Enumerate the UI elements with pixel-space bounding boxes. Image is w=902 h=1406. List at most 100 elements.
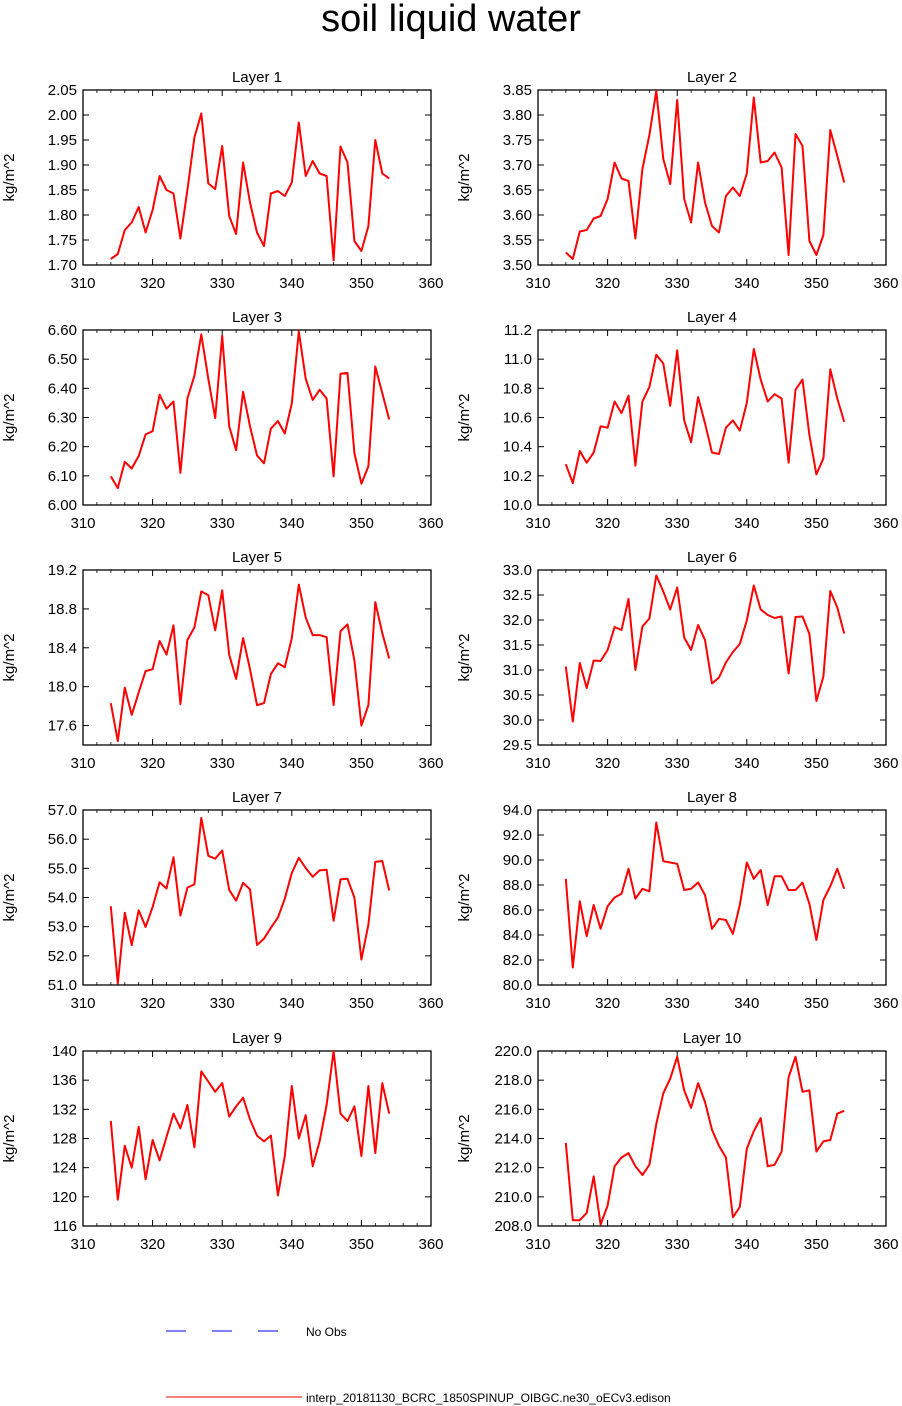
x-tick-label: 310	[525, 1236, 550, 1253]
y-tick-label: 1.75	[48, 232, 77, 249]
x-tick-label: 330	[665, 995, 690, 1012]
y-tick-label: 6.10	[48, 468, 77, 485]
x-tick-label: 350	[804, 755, 829, 772]
y-tick-label: 3.80	[503, 107, 532, 124]
y-axis-label: kg/m^2	[456, 154, 473, 202]
plot-frame	[537, 329, 887, 506]
plot-frame	[82, 89, 432, 266]
y-tick-label: 210.0	[494, 1189, 532, 1206]
x-tick-label: 360	[418, 515, 443, 532]
x-tick-label: 350	[804, 1236, 829, 1253]
x-tick-label: 310	[70, 515, 95, 532]
x-tick-label: 330	[210, 995, 235, 1012]
y-tick-label: 2.05	[48, 82, 77, 99]
panel-layer-10: Layer 10 kg/m^2 310 320 330 340 350 360 208.0 210…	[456, 1030, 899, 1253]
x-tick-label: 360	[873, 755, 898, 772]
y-tick-label: 3.55	[503, 232, 532, 249]
x-tick-label: 340	[734, 995, 759, 1012]
panel-title: Layer 6	[687, 549, 737, 566]
y-tick-label: 80.0	[503, 977, 532, 994]
panel-title: Layer 4	[687, 309, 737, 326]
panel-layer-9: Layer 9 kg/m^2 310 320 330 340 350 360 116 120 124…	[1, 1030, 444, 1253]
x-tick-label: 320	[140, 275, 165, 292]
panel-title: Layer 9	[232, 1030, 282, 1047]
series-line	[109, 330, 391, 490]
panel-layer-3: Layer 3 kg/m^2 310 320 330 340 350 360 6.00 6.10 6…	[1, 309, 444, 532]
y-tick-label: 18.8	[48, 601, 77, 618]
x-tick-label: 330	[665, 275, 690, 292]
x-tick-label: 340	[279, 515, 304, 532]
series-line	[564, 821, 846, 969]
y-tick-label: 86.0	[503, 902, 532, 919]
y-tick-label: 10.0	[503, 497, 532, 514]
x-tick-label: 350	[349, 275, 374, 292]
y-tick-label: 94.0	[503, 802, 532, 819]
y-tick-label: 82.0	[503, 952, 532, 969]
x-tick-label: 350	[349, 755, 374, 772]
legend-obs-label: No Obs	[306, 1325, 347, 1339]
y-tick-label: 3.50	[503, 257, 532, 274]
y-axis-label: kg/m^2	[456, 1115, 473, 1163]
y-tick-label: 30.0	[503, 712, 532, 729]
y-tick-label: 1.80	[48, 207, 77, 224]
panel-title: Layer 3	[232, 309, 282, 326]
x-tick-label: 320	[595, 275, 620, 292]
y-tick-label: 51.0	[48, 977, 77, 994]
x-tick-label: 310	[70, 275, 95, 292]
y-tick-label: 32.5	[503, 587, 532, 604]
y-tick-label: 11.0	[504, 351, 532, 368]
x-tick-label: 360	[418, 755, 443, 772]
y-tick-label: 6.30	[48, 410, 77, 427]
y-tick-label: 84.0	[503, 927, 532, 944]
x-tick-label: 360	[873, 275, 898, 292]
plot-frame	[82, 329, 432, 506]
x-tick-label: 360	[873, 995, 898, 1012]
x-tick-label: 320	[595, 755, 620, 772]
y-tick-label: 6.50	[48, 351, 77, 368]
y-tick-label: 19.2	[48, 562, 77, 579]
x-tick-label: 310	[525, 755, 550, 772]
y-tick-label: 3.70	[503, 157, 532, 174]
y-tick-label: 18.0	[48, 679, 77, 696]
series-line	[109, 583, 391, 743]
x-tick-label: 350	[804, 995, 829, 1012]
y-tick-label: 10.8	[503, 380, 532, 397]
x-tick-label: 340	[734, 1236, 759, 1253]
y-tick-label: 124	[52, 1160, 77, 1177]
y-axis-label: kg/m^2	[456, 874, 473, 922]
series-line	[109, 1050, 391, 1201]
y-axis-label: kg/m^2	[1, 874, 18, 922]
panel-layer-7: Layer 7 kg/m^2 310 320 330 340 350 360 51.0 52.0 5…	[1, 789, 444, 1012]
y-tick-label: 32.0	[503, 612, 532, 629]
x-tick-label: 320	[595, 1236, 620, 1253]
y-tick-label: 1.95	[48, 132, 77, 149]
y-tick-label: 18.4	[48, 640, 77, 657]
page-title: soil liquid water	[321, 0, 581, 40]
y-tick-label: 136	[52, 1072, 77, 1089]
x-tick-label: 320	[140, 755, 165, 772]
x-tick-label: 350	[804, 515, 829, 532]
panel-layer-2: Layer 2 kg/m^2 310 320 330 340 350 360 3.50 3.55 3…	[456, 69, 899, 292]
y-tick-label: 17.6	[48, 718, 77, 735]
panel-layer-8: Layer 8 kg/m^2 310 320 330 340 350 360 80.0 82.0 8…	[456, 789, 899, 1012]
y-tick-label: 128	[52, 1131, 77, 1148]
x-tick-label: 310	[70, 995, 95, 1012]
y-tick-label: 132	[52, 1101, 77, 1118]
y-tick-label: 29.5	[503, 737, 532, 754]
y-tick-label: 2.00	[48, 107, 77, 124]
y-axis-label: kg/m^2	[1, 154, 18, 202]
y-tick-label: 1.90	[48, 157, 77, 174]
series-line	[564, 1055, 845, 1226]
y-tick-label: 1.85	[48, 182, 77, 199]
series-line	[110, 112, 390, 262]
y-tick-label: 120	[52, 1189, 77, 1206]
y-tick-label: 3.60	[503, 207, 532, 224]
x-tick-label: 340	[734, 515, 759, 532]
x-tick-label: 310	[70, 1236, 95, 1253]
x-tick-label: 310	[70, 755, 95, 772]
y-tick-label: 54.0	[48, 890, 77, 907]
y-tick-label: 56.0	[48, 831, 77, 848]
plot-frame	[537, 89, 887, 266]
x-tick-label: 330	[210, 755, 235, 772]
